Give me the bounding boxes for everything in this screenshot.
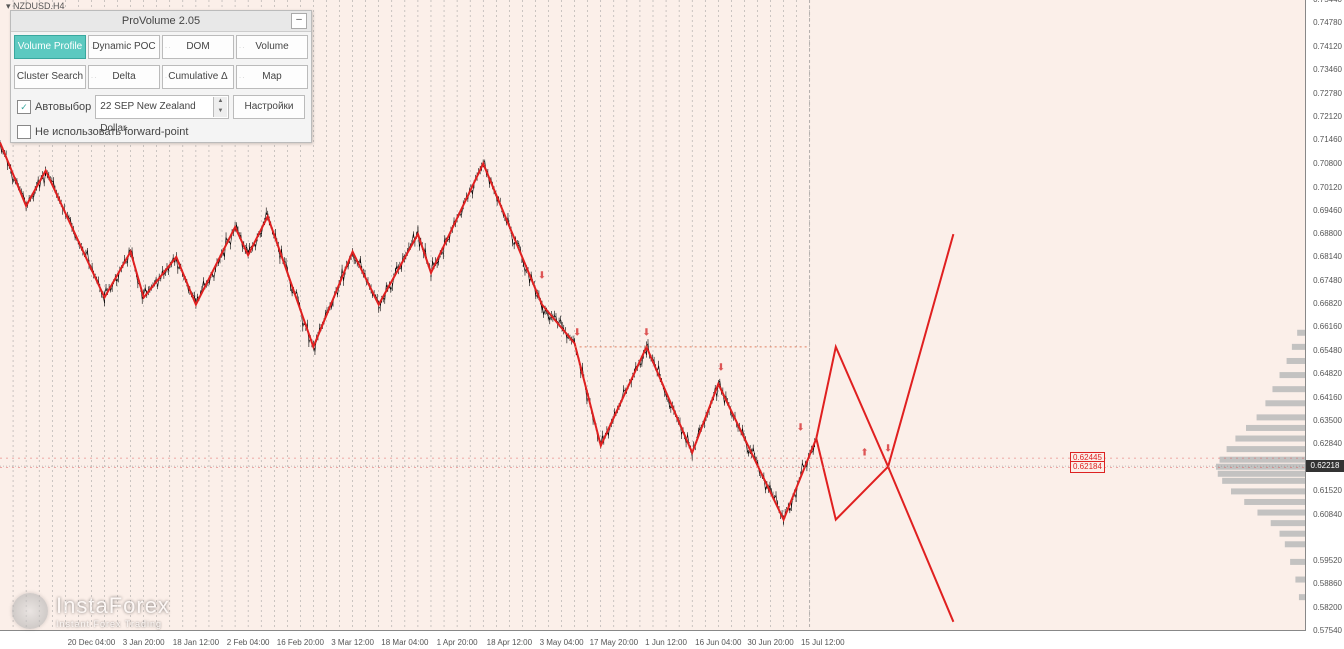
time-tick: 3 Jan 20:00 bbox=[123, 638, 165, 647]
price-tick: 0.59520 bbox=[1313, 557, 1342, 565]
panel-button[interactable]: · ·Delta bbox=[88, 65, 160, 89]
panel-button[interactable]: · ·Map bbox=[236, 65, 308, 89]
panel-title-text: ProVolume 2.05 bbox=[122, 15, 200, 27]
price-tick: 0.68800 bbox=[1313, 230, 1342, 238]
price-tick: 0.74780 bbox=[1313, 19, 1342, 27]
price-tick: 0.68140 bbox=[1313, 253, 1342, 261]
fwd-checkbox[interactable]: ✓ bbox=[17, 125, 31, 139]
price-tick: 0.67480 bbox=[1313, 277, 1342, 285]
time-tick: 18 Apr 12:00 bbox=[487, 638, 532, 647]
price-tick: 0.73460 bbox=[1313, 66, 1342, 74]
time-tick: 3 May 04:00 bbox=[540, 638, 584, 647]
price-tick: 0.70800 bbox=[1313, 160, 1342, 168]
price-tick: 0.66160 bbox=[1313, 323, 1342, 331]
watermark: InstaForex Instant Forex Trading bbox=[12, 593, 170, 629]
time-tick: 30 Jun 20:00 bbox=[747, 638, 793, 647]
price-tick: 0.58860 bbox=[1313, 580, 1342, 588]
panel-button[interactable]: · ·Cumulative Δ bbox=[162, 65, 234, 89]
panel-button[interactable]: · ·Cluster Search bbox=[14, 65, 86, 89]
current-price-box: 0.62218 bbox=[1306, 460, 1344, 472]
price-tick: 0.66820 bbox=[1313, 300, 1342, 308]
price-tick: 0.71460 bbox=[1313, 136, 1342, 144]
price-tick: 0.65480 bbox=[1313, 347, 1342, 355]
watermark-text: InstaForex Instant Forex Trading bbox=[56, 593, 170, 629]
time-tick: 15 Jul 12:00 bbox=[801, 638, 845, 647]
watermark-line1: InstaForex bbox=[56, 593, 170, 619]
time-tick: 18 Jan 12:00 bbox=[173, 638, 219, 647]
panel-row-3: ✓ Автовыбор 22 SEP New Zealand Dollar ▲▼… bbox=[11, 92, 311, 122]
price-tick: 0.64820 bbox=[1313, 370, 1342, 378]
price-level-label: 0.62184 bbox=[1070, 461, 1105, 473]
arrow-down-icon: ⬇ bbox=[717, 363, 725, 374]
panel-button[interactable]: · ·DOM bbox=[162, 35, 234, 59]
minimize-icon[interactable]: – bbox=[291, 13, 307, 29]
price-tick: 0.75440 bbox=[1313, 0, 1342, 4]
chart-root: ▾ NZDUSD.H4 0.754400.747800.741200.73460… bbox=[0, 0, 1344, 649]
price-tick: 0.61520 bbox=[1313, 487, 1342, 495]
price-tick: 0.64160 bbox=[1313, 394, 1342, 402]
time-tick: 20 Dec 04:00 bbox=[68, 638, 116, 647]
panel-row-4: ✓ Не использовать forward-point bbox=[11, 122, 311, 142]
price-tick: 0.57540 bbox=[1313, 627, 1342, 635]
price-tick: 0.60840 bbox=[1313, 511, 1342, 519]
panel-row-2: · ·Cluster Search· ·Delta· ·Cumulative Δ… bbox=[11, 62, 311, 92]
panel-button[interactable]: · ·Volume bbox=[236, 35, 308, 59]
panel-title[interactable]: ProVolume 2.05 – bbox=[11, 11, 311, 32]
time-tick: 3 Mar 12:00 bbox=[331, 638, 374, 647]
settings-button[interactable]: Настройки bbox=[233, 95, 305, 119]
time-tick: 2 Feb 04:00 bbox=[227, 638, 270, 647]
stepper-icon[interactable]: ▲▼ bbox=[213, 97, 227, 117]
arrow-down-icon: ⬇ bbox=[796, 422, 804, 433]
watermark-logo-icon bbox=[12, 593, 48, 629]
time-tick: 17 May 20:00 bbox=[590, 638, 638, 647]
provolume-panel: ProVolume 2.05 – · ·Volume Profile· ·Dyn… bbox=[10, 10, 312, 143]
arrow-down-icon: ⬇ bbox=[573, 327, 581, 338]
instrument-select[interactable]: 22 SEP New Zealand Dollar ▲▼ bbox=[95, 95, 229, 119]
price-tick: 0.69460 bbox=[1313, 207, 1342, 215]
time-tick: 1 Jun 12:00 bbox=[645, 638, 687, 647]
price-tick: 0.74120 bbox=[1313, 43, 1342, 51]
arrow-down-icon: ⬇ bbox=[884, 444, 892, 455]
price-tick: 0.62840 bbox=[1313, 440, 1342, 448]
watermark-line2: Instant Forex Trading bbox=[56, 619, 170, 629]
time-tick: 18 Mar 04:00 bbox=[381, 638, 428, 647]
autoselect-checkbox[interactable]: ✓ bbox=[17, 100, 31, 114]
price-tick: 0.72780 bbox=[1313, 90, 1342, 98]
price-axis: 0.75440 0.74780 0.74120 0.73460 0.72780 0.721… bbox=[1305, 0, 1344, 631]
panel-button[interactable]: · ·Volume Profile bbox=[14, 35, 86, 59]
autoselect-label: Автовыбор bbox=[35, 101, 91, 113]
panel-row-1: · ·Volume Profile· ·Dynamic POC· ·DOM· ·… bbox=[11, 32, 311, 62]
arrow-down-icon: ⬇ bbox=[538, 271, 546, 282]
price-tick: 0.58200 bbox=[1313, 604, 1342, 612]
settings-label: Настройки bbox=[244, 101, 293, 112]
price-tick: 0.72120 bbox=[1313, 113, 1342, 121]
time-tick: 16 Jun 04:00 bbox=[695, 638, 741, 647]
time-tick: 1 Apr 20:00 bbox=[437, 638, 478, 647]
time-tick: 16 Feb 20:00 bbox=[277, 638, 324, 647]
arrow-up-icon: ⬆ bbox=[860, 447, 868, 458]
time-axis: 20 Dec 04:00 3 Jan 20:00 18 Jan 12:00 2 Feb… bbox=[0, 630, 1306, 649]
price-tick: 0.63500 bbox=[1313, 417, 1342, 425]
price-tick: 0.70120 bbox=[1313, 184, 1342, 192]
arrow-down-icon: ⬇ bbox=[642, 327, 650, 338]
panel-button[interactable]: · ·Dynamic POC bbox=[88, 35, 160, 59]
